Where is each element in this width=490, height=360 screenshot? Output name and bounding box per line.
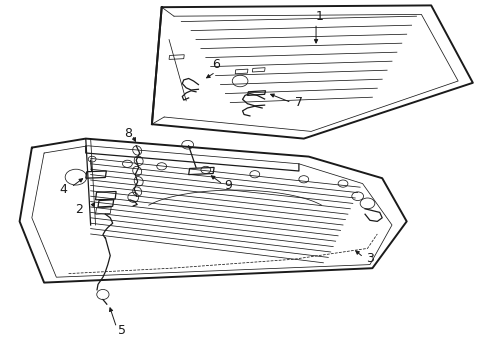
Text: 6: 6 <box>212 58 220 71</box>
Text: 7: 7 <box>295 96 303 109</box>
Text: 2: 2 <box>75 203 83 216</box>
Text: 4: 4 <box>60 183 68 195</box>
Text: 3: 3 <box>366 252 374 265</box>
Text: 8: 8 <box>124 127 132 140</box>
Text: 5: 5 <box>118 324 125 337</box>
Text: 1: 1 <box>316 10 323 23</box>
Text: 9: 9 <box>224 179 232 192</box>
